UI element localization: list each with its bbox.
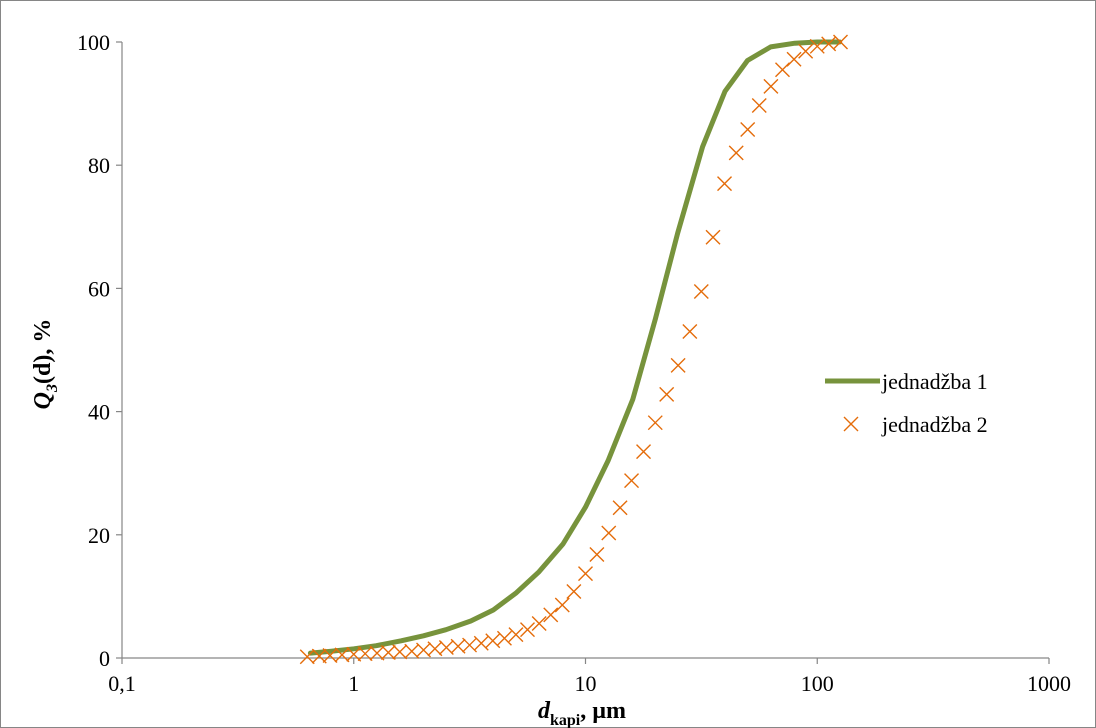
data-point-jednadzba-2: [705, 229, 721, 245]
data-point-jednadzba-2: [380, 644, 396, 660]
data-point-jednadzba-2: [682, 324, 698, 340]
y-axis-title-sub: 3: [44, 384, 61, 393]
x-axis-title-rest: , µm: [580, 698, 626, 724]
data-point-jednadzba-2: [566, 583, 582, 599]
data-point-jednadzba-2: [531, 616, 547, 631]
y-tick-label: 60: [88, 276, 110, 301]
data-point-jednadzba-2: [670, 357, 686, 373]
data-point-jednadzba-2: [624, 473, 640, 489]
x-tick-label: 1: [348, 671, 359, 696]
legend: jednadžba 1 jednadžba 2: [825, 369, 988, 437]
data-point-jednadzba-2: [612, 500, 628, 516]
data-point-jednadzba-2: [508, 627, 524, 643]
data-point-jednadzba-2: [647, 415, 663, 431]
x-tick-label: 1000: [1027, 671, 1071, 696]
data-point-jednadzba-2: [659, 386, 675, 402]
data-point-jednadzba-2: [369, 645, 385, 661]
y-tick-label: 40: [88, 400, 110, 425]
series-layer: [299, 34, 849, 665]
data-point-jednadzba-2: [728, 145, 744, 161]
data-point-jednadzba-2: [554, 597, 570, 613]
data-point-jednadzba-2: [299, 649, 315, 665]
x-tick-label: 10: [575, 671, 597, 696]
x-axis-title: dkapi, µm: [538, 698, 626, 728]
data-point-jednadzba-2: [601, 525, 617, 541]
data-point-jednadzba-2: [404, 643, 420, 659]
data-point-jednadzba-2: [636, 444, 652, 460]
data-point-jednadzba-2: [589, 547, 605, 563]
data-point-jednadzba-2: [392, 644, 408, 660]
y-axis-title-main: Q: [30, 392, 56, 409]
data-point-jednadzba-2: [438, 640, 454, 656]
data-point-jednadzba-2: [485, 633, 501, 649]
y-tick-label: 0: [99, 646, 110, 671]
y-axis-title-rest: (d), %: [30, 319, 56, 384]
data-point-jednadzba-2: [763, 78, 779, 94]
y-axis-title: Q3(d), %: [30, 319, 61, 410]
data-point-jednadzba-2: [334, 647, 350, 663]
y-tick-label: 20: [88, 523, 110, 548]
data-point-jednadzba-2: [520, 622, 535, 638]
legend-swatch-jednadzba-2: [843, 416, 859, 432]
data-point-jednadzba-2: [693, 283, 709, 299]
data-point-jednadzba-2: [357, 646, 373, 662]
data-point-jednadzba-2: [346, 646, 362, 662]
x-tick-label: 0,1: [108, 671, 136, 696]
data-point-jednadzba-2: [496, 630, 512, 646]
data-point-jednadzba-2: [775, 62, 790, 78]
axes: [116, 41, 1050, 664]
tick-labels: 0 20 40 60 80 100 0,1 1 10 100 1000: [77, 30, 1071, 696]
data-point-jednadzba-2: [578, 566, 593, 582]
x-axis-title-sub: kapi: [550, 712, 581, 728]
legend-label-jednadzba-1: jednadžba 1: [881, 369, 988, 394]
data-point-jednadzba-2: [543, 607, 559, 623]
data-point-jednadzba-2: [798, 43, 814, 59]
data-point-jednadzba-2: [833, 34, 849, 50]
y-tick-label: 80: [88, 153, 110, 178]
data-point-jednadzba-2: [740, 121, 756, 137]
data-point-jednadzba-2: [751, 97, 767, 113]
x-tick-label: 100: [801, 671, 834, 696]
legend-label-jednadzba-2: jednadžba 2: [881, 412, 988, 437]
data-point-jednadzba-2: [786, 51, 802, 67]
data-point-jednadzba-2: [717, 176, 733, 192]
series-line-jednadzba-1: [307, 39, 843, 656]
y-tick-label: 100: [77, 30, 110, 55]
x-axis-title-main: d: [538, 698, 551, 724]
data-point-jednadzba-2: [322, 648, 338, 664]
